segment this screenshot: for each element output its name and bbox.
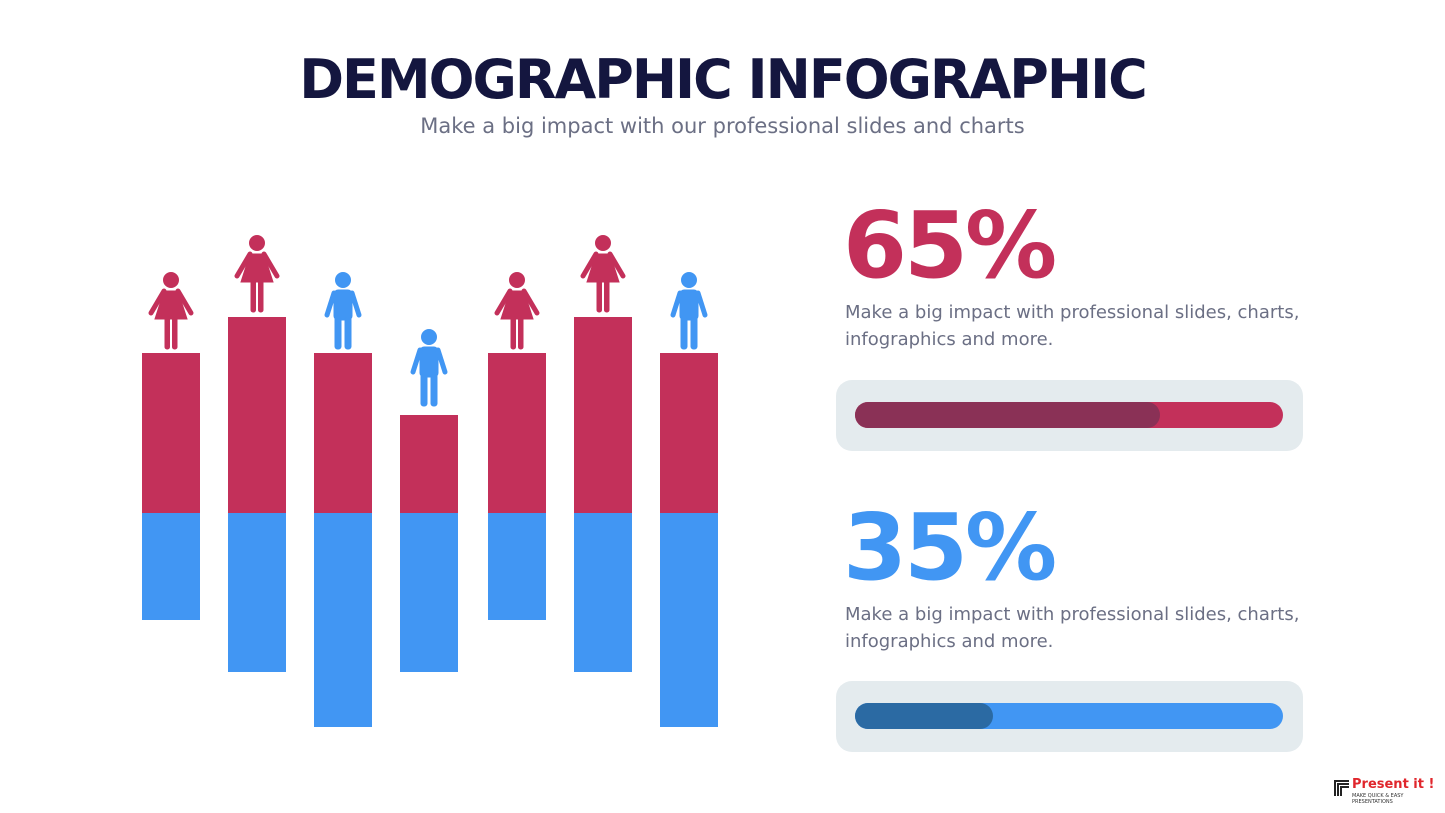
blue-bars xyxy=(142,513,718,727)
progress-bar xyxy=(855,703,1283,729)
people-chart xyxy=(142,0,718,727)
stat-text: Make a big impact with professional slid… xyxy=(845,302,1300,350)
logo-name: Present it ! xyxy=(1352,777,1435,792)
stat-value: 35% xyxy=(843,494,1057,601)
stat-text: Make a big impact with professional slid… xyxy=(845,604,1300,652)
title: DEMOGRAPHIC INFOGRAPHIC xyxy=(299,48,1148,111)
logo-icon xyxy=(1334,780,1349,796)
red-bars xyxy=(142,317,718,513)
progress-bar xyxy=(855,402,1283,428)
stat-value: 65% xyxy=(843,192,1057,299)
subtitle: Make a big impact with our professional … xyxy=(420,114,1025,138)
progress-fill xyxy=(855,703,993,729)
progress-track xyxy=(836,681,1303,752)
progress-fill xyxy=(855,402,1160,428)
progress-track xyxy=(836,380,1303,451)
female-icons xyxy=(151,236,623,350)
logo-tagline: MAKE QUICK & EASY PRESENTATIONS xyxy=(1352,793,1404,805)
